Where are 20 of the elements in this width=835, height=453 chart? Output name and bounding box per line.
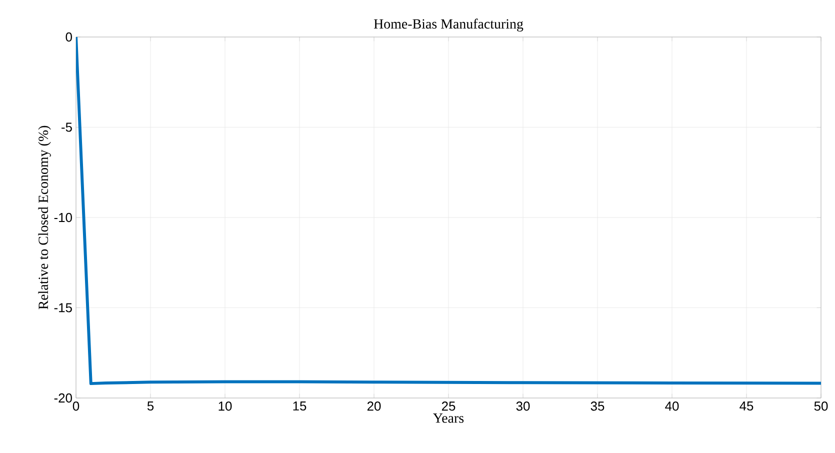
x-tick-label: 5 [147,402,154,411]
y-tick-label: 0 [66,32,72,42]
y-tick-label: -15 [54,303,72,312]
y-tick-label: -10 [54,212,72,222]
chart-title: Home-Bias Manufacturing [374,18,524,32]
x-tick-label: 0 [72,402,80,411]
line-series [76,36,822,386]
x-tick-label: 40 [665,402,679,411]
x-axis-title: Years [433,414,464,423]
x-tick-label: 15 [293,402,306,411]
y-axis-title: Relative to Closed Economy (%) [38,126,51,310]
x-tick-label: 20 [367,402,381,411]
x-tick-label: 35 [590,402,604,411]
y-tick-label: -5 [62,122,72,132]
y-tick-label: -20 [54,393,72,403]
x-tick-label: 45 [740,402,754,411]
x-tick-label: 10 [218,402,232,411]
x-tick-label: 30 [516,402,530,411]
x-tick-label: 50 [814,402,828,411]
x-tick-label: 25 [442,402,456,411]
